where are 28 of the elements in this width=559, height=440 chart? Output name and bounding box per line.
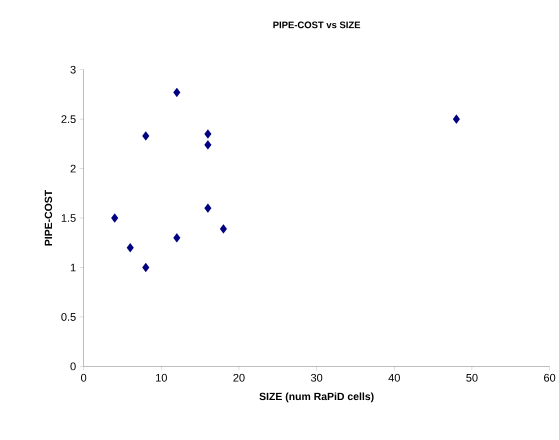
x-tick-label: 0 (81, 374, 86, 382)
point (126, 242, 134, 252)
x-axis-title: SIZE (num RaPiD cells) (259, 392, 374, 402)
point (173, 88, 180, 98)
y-axis-title: PIPE-COST (44, 190, 52, 246)
point (204, 203, 212, 213)
x-tick-label: 20 (233, 374, 245, 382)
point (204, 129, 212, 139)
x-tick-label: 40 (388, 374, 400, 382)
y-tick-label: 2 (70, 164, 76, 172)
y-tick-label: 1.5 (62, 214, 76, 222)
chart-title: PIPE-COST vs SIZE (273, 22, 360, 28)
y-tick-label: 1 (70, 264, 76, 272)
y-tick-label: 0.5 (61, 313, 76, 321)
point (142, 131, 150, 141)
y-tick-label: 3 (70, 66, 76, 74)
point (173, 233, 180, 242)
y-tick-label: 2.5 (61, 115, 76, 123)
point (111, 213, 118, 223)
point (142, 262, 150, 272)
point (204, 140, 212, 150)
y-tick-label: 0 (70, 362, 76, 370)
x-tick-label: 10 (156, 374, 167, 382)
point (452, 114, 460, 124)
x-tick-label: 50 (466, 374, 478, 382)
x-tick-label: 30 (310, 374, 322, 382)
point (220, 224, 227, 234)
x-tick-label: 60 (544, 374, 556, 382)
